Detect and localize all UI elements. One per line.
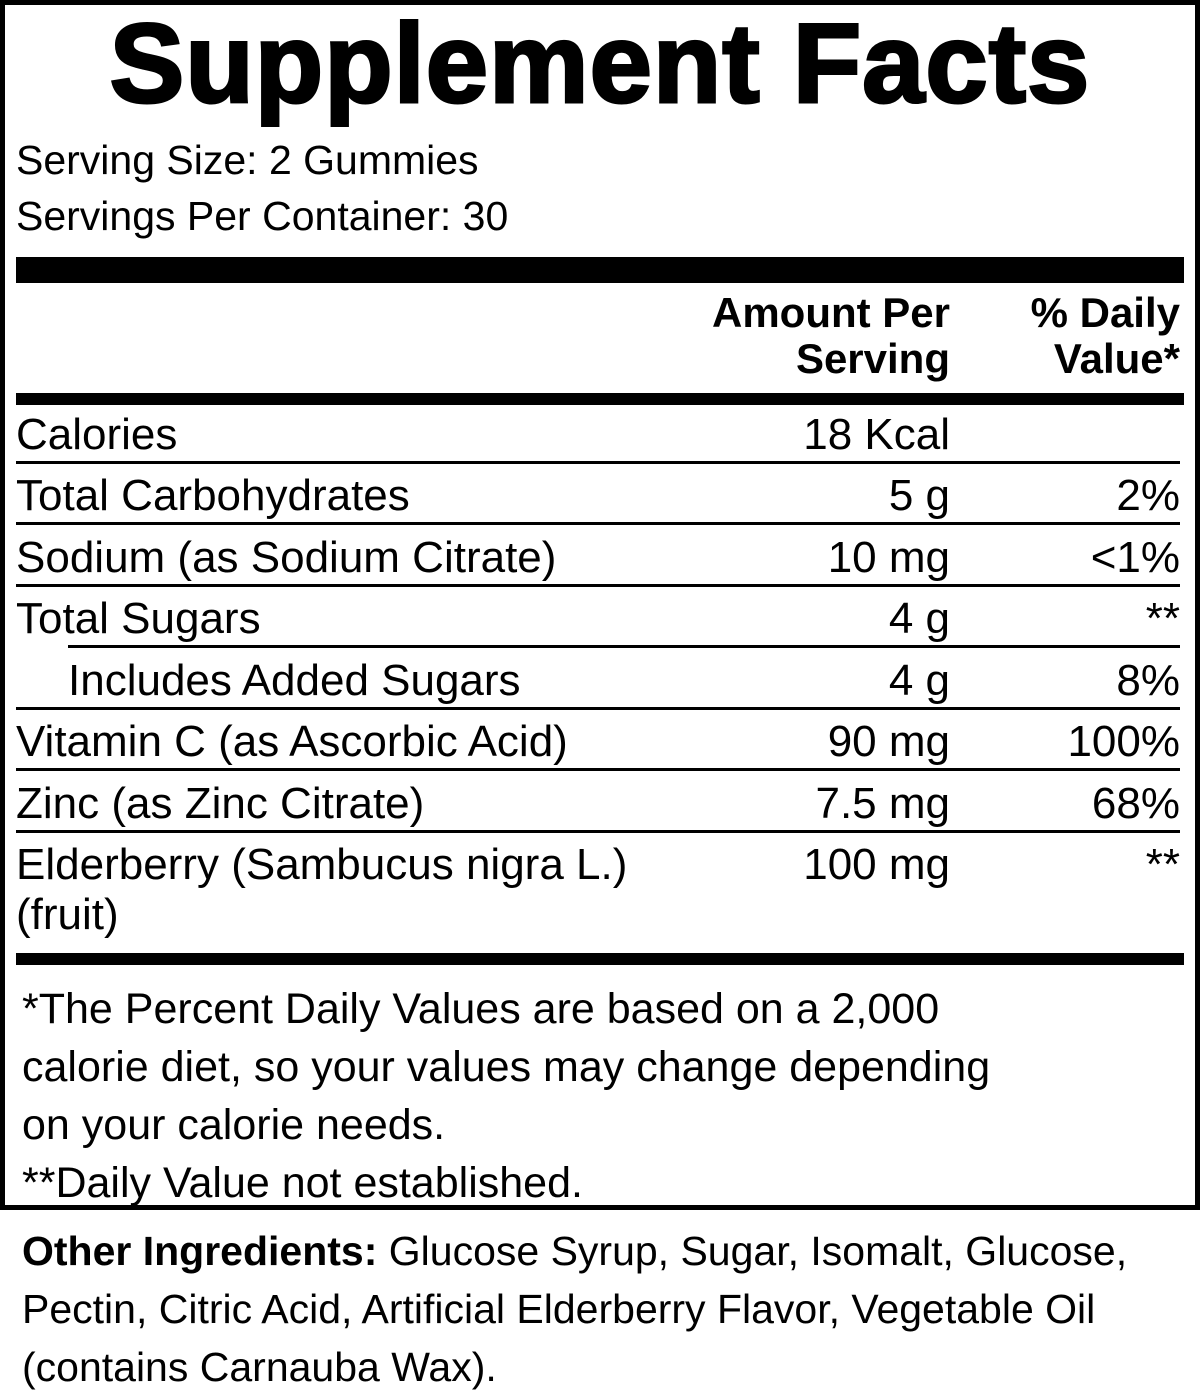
other-ingredients-label: Other Ingredients: [22,1228,378,1274]
other-ingredients-text: Glucose Syrup, Sugar, Isomalt, Glucose, … [22,1228,1128,1390]
daily-value-header: % Daily Value* [1031,290,1180,382]
nutrient-name: Total Sugars [16,594,261,643]
nutrient-amount: 4 g [888,656,950,705]
name-line: (fruit) [16,890,119,939]
footnote-line: **Daily Value not established. [22,1159,583,1207]
thick-divider [16,257,1184,283]
nutrient-amount: 5 g [888,471,950,520]
footnotes: *The Percent Daily Values are based on a… [22,980,1172,1212]
nutrient-name: Zinc (as Zinc Citrate) [16,779,425,828]
nutrient-dv: <1% [1090,533,1180,582]
nutrient-dv: 2% [1116,471,1180,520]
other-ingredients: Other Ingredients: Glucose Syrup, Sugar,… [22,1222,1182,1396]
nutrient-amount: 7.5 mg [815,779,950,828]
nutrient-name: Vitamin C (as Ascorbic Acid) [16,717,568,766]
footer-divider [16,953,1184,965]
nutrient-name: Total Carbohydrates [16,471,410,520]
header-divider [16,393,1184,405]
servings-per-container: Servings Per Container: 30 [16,193,509,239]
nutrient-amount: 4 g [888,594,950,643]
header-line: % Daily [1030,289,1180,336]
row-divider [16,707,1180,710]
header-line: Amount Per [711,289,950,336]
amount-per-serving-header: Amount Per Serving [712,290,950,382]
row-divider [16,768,1180,771]
row-divider [16,830,1180,833]
name-line: Elderberry (Sambucus nigra L.) [16,840,628,889]
nutrient-name: Calories [16,410,178,459]
footnote-line: on your calorie needs. [22,1101,446,1149]
table-row: Vitamin C (as Ascorbic Acid) 90 mg 100% [16,709,1180,771]
nutrient-amount: 90 mg [827,717,950,766]
panel-title: Supplement Facts [108,0,1091,128]
row-divider [68,645,1180,648]
nutrient-name: Sodium (as Sodium Citrate) [16,533,557,582]
nutrient-amount: 18 Kcal [803,410,950,459]
table-row: Sodium (as Sodium Citrate) 10 mg <1% [16,525,1180,587]
supplement-facts-panel [0,0,1200,1210]
table-row: Includes Added Sugars 4 g 8% [16,648,1180,710]
table-row: Zinc (as Zinc Citrate) 7.5 mg 68% [16,771,1180,833]
nutrient-dv: 68% [1091,779,1180,828]
header-line: Value* [1053,335,1180,382]
nutrient-dv: ** [1145,840,1180,889]
table-row: Elderberry (Sambucus nigra L.) (fruit) 10… [16,832,1180,952]
nutrient-dv: ** [1145,594,1180,643]
nutrient-amount: 100 mg [803,840,950,889]
nutrient-name: Elderberry (Sambucus nigra L.) (fruit) [16,840,627,940]
table-row: Calories 18 Kcal [16,402,1180,464]
footnote-line: calorie diet, so your values may change … [22,1043,991,1091]
row-divider [16,584,1180,587]
row-divider [16,522,1180,525]
serving-size: Serving Size: 2 Gummies [16,137,479,183]
row-divider [16,461,1180,464]
nutrient-dv: 100% [1067,717,1180,766]
table-row: Total Sugars 4 g ** [16,586,1180,648]
header-line: Serving [795,335,950,382]
nutrient-name: Includes Added Sugars [68,656,521,705]
nutrient-dv: 8% [1116,656,1180,705]
table-row: Total Carbohydrates 5 g 2% [16,463,1180,525]
nutrient-amount: 10 mg [827,533,950,582]
footnote-line: *The Percent Daily Values are based on a… [22,985,940,1033]
